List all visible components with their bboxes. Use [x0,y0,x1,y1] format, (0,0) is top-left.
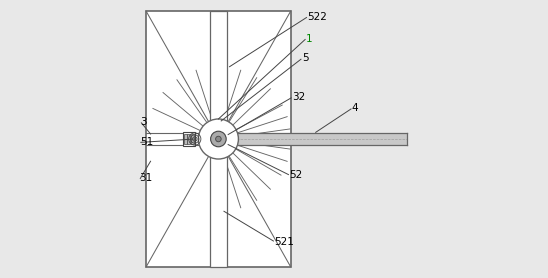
Text: 4: 4 [352,103,358,113]
Bar [191,134,193,144]
Text: 32: 32 [292,92,305,102]
Text: 52: 52 [289,170,302,180]
Text: 522: 522 [307,12,327,22]
Bar [183,132,195,146]
Circle shape [215,136,221,142]
Bar [184,134,187,144]
Circle shape [198,119,238,159]
Bar [146,11,290,267]
Text: 31: 31 [139,173,153,183]
Circle shape [210,131,226,147]
Bar [187,134,190,144]
Text: 5: 5 [302,53,309,63]
Text: 51: 51 [140,137,153,147]
Text: 521: 521 [274,237,294,247]
Text: 3: 3 [140,117,147,127]
Bar [210,11,227,267]
Bar [219,133,408,145]
Text: 1: 1 [306,34,312,44]
